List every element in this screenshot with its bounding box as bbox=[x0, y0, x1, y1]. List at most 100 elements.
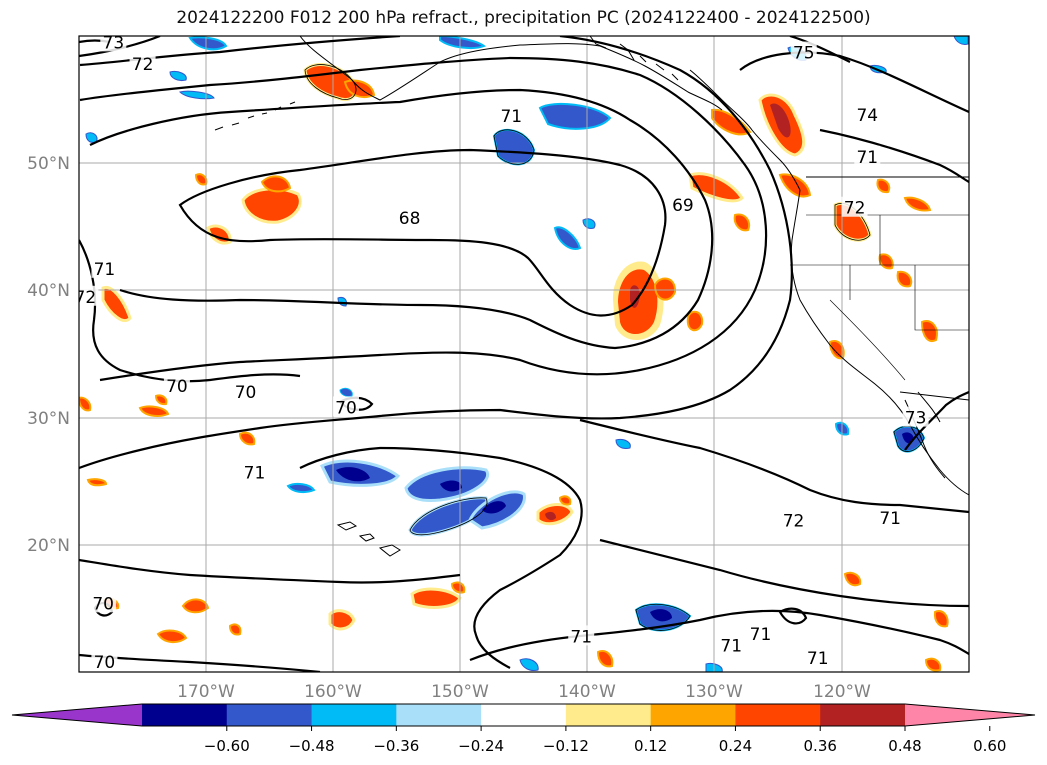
contour-label-background bbox=[232, 381, 259, 402]
precip-patch-negative bbox=[286, 36, 969, 672]
contour-label: 71 bbox=[750, 625, 772, 645]
contour-label-background bbox=[780, 509, 807, 530]
lat-label: 30°N bbox=[27, 409, 70, 429]
contour-73-baja bbox=[904, 390, 969, 451]
colorbar-segment bbox=[650, 704, 736, 726]
contour-label: 74 bbox=[856, 106, 878, 126]
map-frame bbox=[78, 35, 970, 673]
colorbar-tick-label: 0.24 bbox=[719, 737, 752, 755]
colorbar-outline bbox=[11, 703, 1036, 727]
latitude-labels: 50°N 40°N 30°N 20°N bbox=[27, 154, 70, 556]
colorbar-tick-label: −0.48 bbox=[289, 737, 335, 755]
contour-label-background bbox=[91, 650, 118, 671]
contour-label: 71 bbox=[94, 260, 116, 280]
precip-patch-positive bbox=[79, 285, 256, 487]
precip-patch-positive bbox=[102, 495, 949, 672]
contour-72-south bbox=[579, 418, 969, 514]
colorbar-segment bbox=[226, 704, 313, 726]
lon-label: 130°W bbox=[685, 682, 743, 702]
contour-label-background bbox=[854, 145, 881, 166]
contour-label: 73 bbox=[905, 409, 927, 429]
contour-label: 70 bbox=[335, 398, 357, 418]
contour-label: 71 bbox=[570, 627, 592, 647]
contour-label-background bbox=[333, 396, 359, 417]
contour-label: 70 bbox=[235, 383, 257, 403]
contour-label: 71 bbox=[856, 148, 878, 168]
contour-label: 72 bbox=[75, 288, 97, 308]
colorbar-segment bbox=[481, 704, 567, 726]
colorbar-tick-label: 0.12 bbox=[634, 737, 667, 755]
contour-label: 71 bbox=[720, 636, 742, 656]
colorbar-tick-label: 0.60 bbox=[973, 737, 1006, 755]
contour-71-southeast bbox=[599, 538, 969, 608]
contour-71-low bbox=[469, 609, 969, 662]
contour-label: 71 bbox=[244, 463, 266, 483]
contour-label-background bbox=[498, 105, 525, 126]
bc-coast bbox=[689, 69, 801, 191]
contour-label-background bbox=[902, 406, 929, 427]
contour-label-background bbox=[79, 285, 99, 306]
lat-label: 20°N bbox=[27, 536, 70, 556]
contour-label: 72 bbox=[783, 512, 805, 532]
contour-label-background bbox=[877, 507, 904, 528]
lon-label: 170°W bbox=[177, 682, 235, 702]
contour-label: 69 bbox=[672, 196, 694, 216]
contour-label-background bbox=[91, 257, 118, 278]
contour-label: 68 bbox=[399, 209, 421, 229]
contour-label-background bbox=[100, 36, 127, 52]
contour-label-background bbox=[90, 592, 117, 613]
contour-label-background bbox=[568, 625, 595, 646]
precip-outlines bbox=[304, 64, 925, 631]
coastlines bbox=[214, 36, 969, 557]
colorbar-segment bbox=[565, 704, 652, 726]
contour-68 bbox=[178, 148, 667, 317]
contour-label: 75 bbox=[793, 44, 815, 64]
precip-patch-positive bbox=[194, 173, 302, 245]
lon-label: 120°W bbox=[813, 682, 871, 702]
colorbar-segment bbox=[735, 704, 821, 726]
contour-71-south bbox=[79, 446, 583, 669]
hawaii-islands bbox=[336, 521, 401, 557]
colorbar-segment bbox=[820, 704, 906, 726]
lon-label: 140°W bbox=[558, 682, 616, 702]
contour-label: 70 bbox=[92, 594, 114, 614]
contour-label-background bbox=[669, 194, 696, 215]
contour-70 bbox=[79, 56, 768, 382]
contour-71 bbox=[79, 36, 793, 470]
colorbar-extend-min bbox=[12, 704, 142, 726]
longitude-labels: 170°W 160°W 150°W 140°W 130°W 120°W bbox=[177, 682, 871, 702]
contour-label-background bbox=[790, 41, 817, 62]
contour-label: 70 bbox=[166, 377, 188, 397]
colorbar-extend-max bbox=[905, 704, 1035, 726]
contour-label-background bbox=[804, 647, 831, 668]
colorbar: −0.60 −0.48 −0.36 −0.24 −0.12 0.12 0.24 0.36 0.4… bbox=[11, 703, 1036, 755]
lat-label: 40°N bbox=[27, 281, 70, 301]
precip-patch-positive bbox=[612, 261, 704, 340]
aleutian-islands bbox=[214, 101, 296, 131]
colorbar-segment bbox=[311, 704, 397, 726]
alaska-peninsula-coast bbox=[299, 36, 723, 111]
state-borders bbox=[790, 214, 969, 381]
colorbar-segments bbox=[11, 703, 1036, 727]
contour-label: 72 bbox=[844, 199, 866, 219]
colorbar-ticks: −0.60 −0.48 −0.36 −0.24 −0.12 0.12 0.24 0.36 0.4… bbox=[204, 726, 1006, 755]
colorbar-tick-label: −0.60 bbox=[204, 737, 250, 755]
contour-label-background bbox=[854, 103, 881, 124]
contour-69 bbox=[89, 88, 714, 350]
lon-label: 150°W bbox=[431, 682, 489, 702]
lon-label: 160°W bbox=[304, 682, 362, 702]
contour-label: 71 bbox=[879, 509, 901, 529]
contour-label-background bbox=[718, 634, 745, 655]
contour-label-background bbox=[163, 374, 190, 395]
precip-patch-positive bbox=[711, 93, 806, 157]
colorbar-tick-label: −0.36 bbox=[373, 737, 419, 755]
contour-labels: 73 72 75 71 74 71 69 68 72 71 72 70 70 70 73 71 72 71 70 71… bbox=[75, 36, 929, 672]
lat-label: 50°N bbox=[27, 154, 70, 174]
colorbar-segment bbox=[142, 704, 228, 726]
colorbar-segment bbox=[396, 704, 482, 726]
contour-label: 71 bbox=[500, 107, 522, 127]
contour-label: 71 bbox=[807, 649, 829, 669]
contour-label-background bbox=[396, 206, 423, 227]
colorbar-tick-label: −0.24 bbox=[458, 737, 504, 755]
graticule bbox=[79, 36, 969, 672]
